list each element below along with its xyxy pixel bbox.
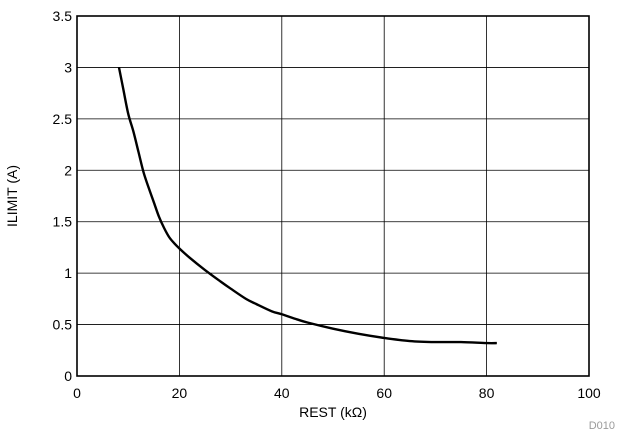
x-axis-label: REST (kΩ) — [299, 404, 367, 420]
x-tick-label: 40 — [274, 385, 290, 401]
y-tick-label: 2.5 — [53, 111, 73, 127]
y-tick-label: 1.5 — [53, 214, 73, 230]
y-tick-label: 3.5 — [53, 8, 73, 24]
x-tick-label: 20 — [172, 385, 188, 401]
y-tick-label: 2 — [64, 162, 72, 178]
series-layer — [117, 67, 497, 345]
y-tick-label: 1 — [64, 265, 72, 281]
x-tick-label: 0 — [73, 385, 81, 401]
x-tick-label: 100 — [577, 385, 601, 401]
x-tick-label: 80 — [479, 385, 495, 401]
y-axis-tick-labels: 0 0.5 1 1.5 2 2.5 3 3.5 — [53, 8, 73, 384]
y-tick-label: 0.5 — [53, 317, 73, 333]
y-tick-label: 0 — [64, 368, 72, 384]
y-tick-label: 3 — [64, 59, 72, 75]
figure-id: D010 — [589, 420, 615, 432]
y-axis-label: ILIMIT (A) — [4, 165, 20, 227]
plot-area-frame — [76, 15, 590, 377]
series-line-0 — [117, 67, 497, 345]
grid-lines — [76, 15, 590, 377]
x-tick-label: 60 — [376, 385, 392, 401]
x-axis-tick-labels: 0 20 40 60 80 100 — [73, 385, 601, 401]
